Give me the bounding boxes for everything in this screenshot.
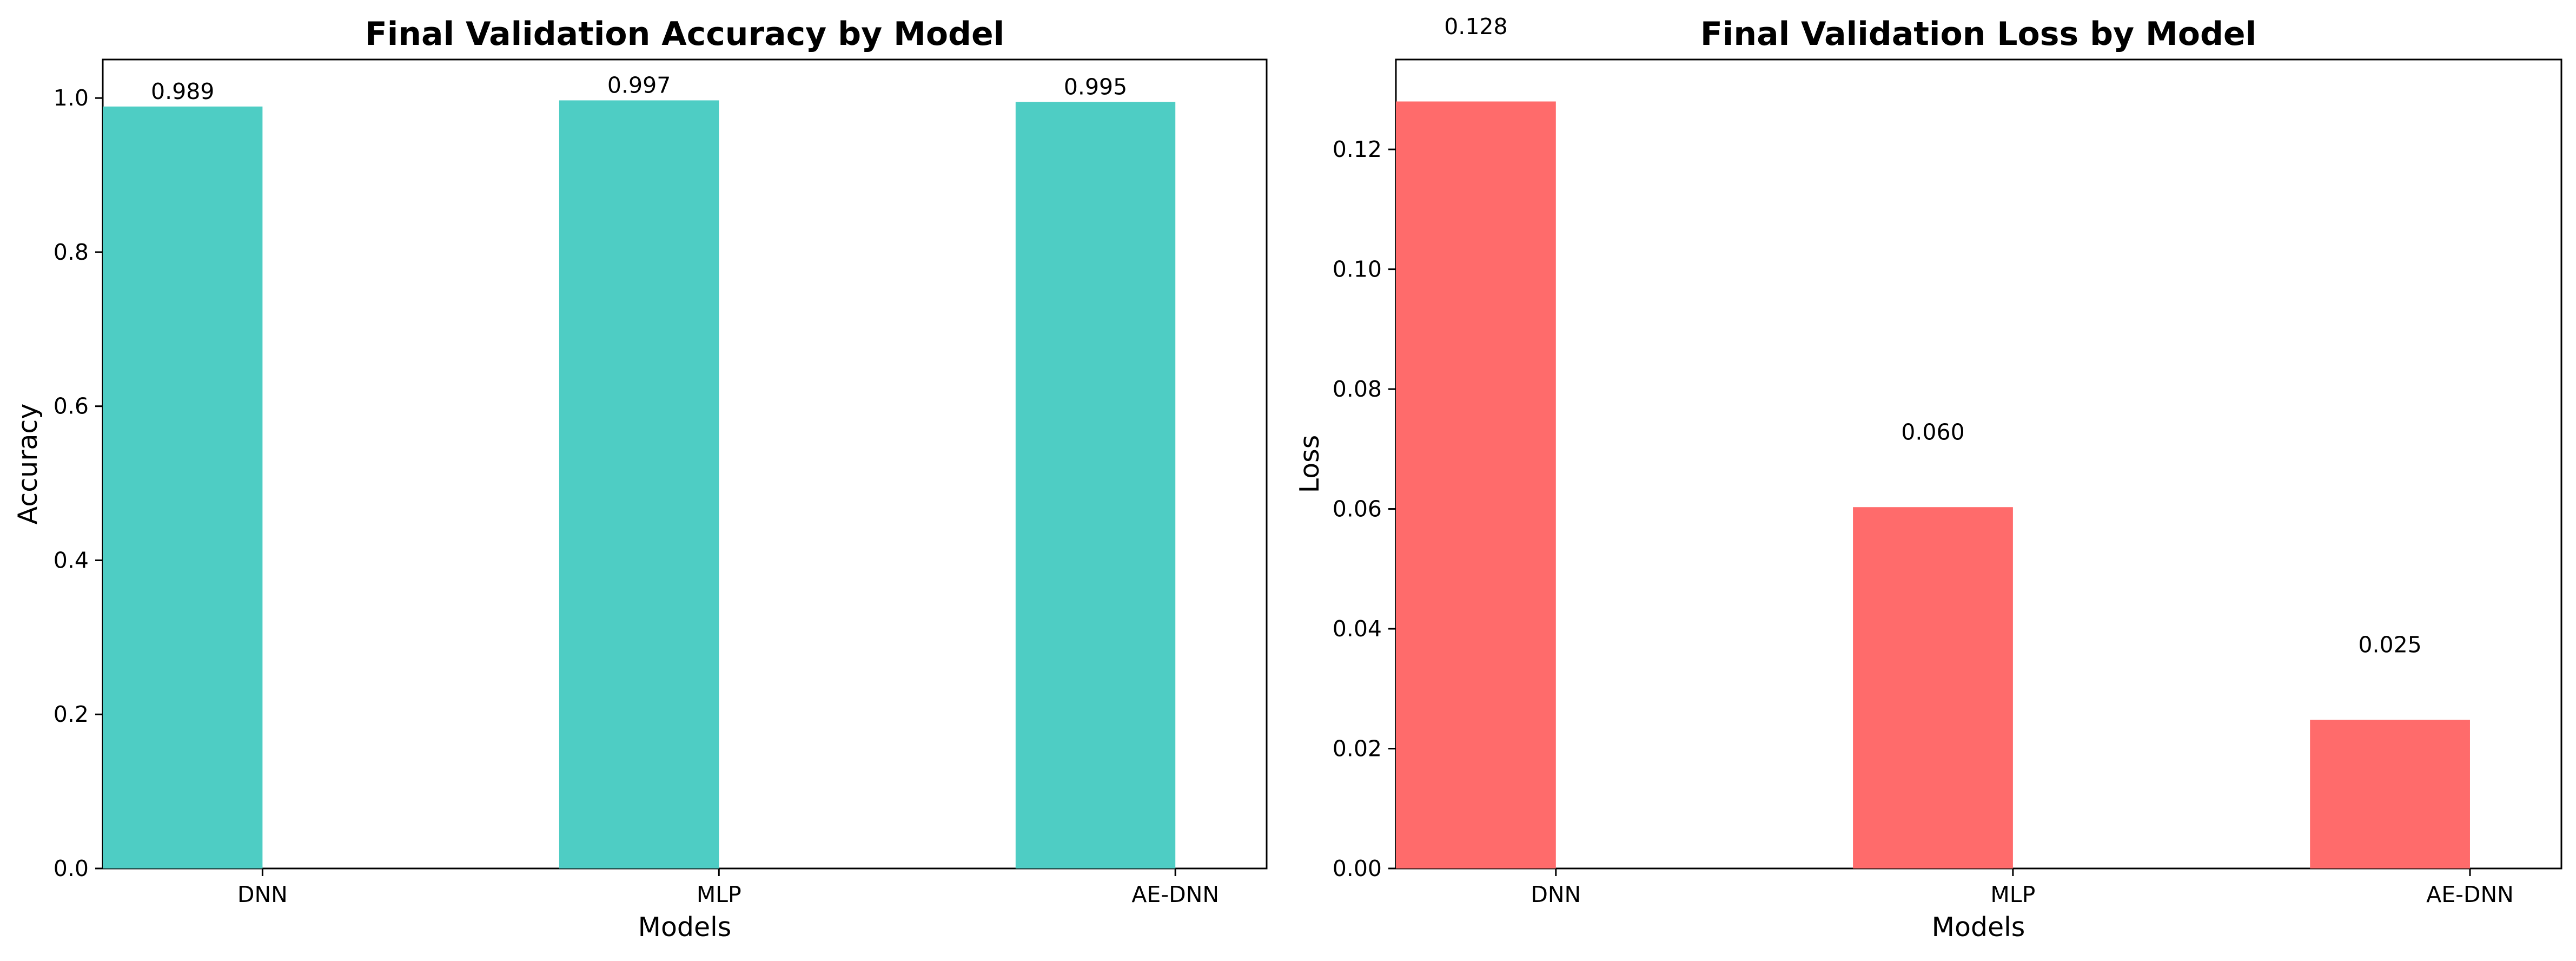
bar-mlp bbox=[559, 100, 719, 868]
accuracy-x-axis-label: Models bbox=[638, 912, 732, 943]
x-tick-label: AE-DNN bbox=[2426, 881, 2514, 907]
y-tick-label: 0.8 bbox=[54, 239, 89, 265]
loss-data-labels: 0.128 0.060 0.025 bbox=[1444, 14, 2422, 658]
loss-chart-title: Final Validation Loss by Model bbox=[1700, 15, 2256, 53]
loss-x-axis-label: Models bbox=[1932, 912, 2025, 943]
data-label-ae-dnn: 0.025 bbox=[2358, 632, 2421, 658]
accuracy-chart-title: Final Validation Accuracy by Model bbox=[365, 15, 1005, 53]
loss-bars bbox=[1396, 101, 2470, 868]
y-tick-label: 0.00 bbox=[1333, 855, 1382, 881]
loss-chart: Final Validation Loss by Model Models Lo… bbox=[1294, 14, 2562, 943]
accuracy-data-labels: 0.989 0.997 0.995 bbox=[151, 72, 1127, 104]
loss-x-ticks: DNN MLP AE-DNN bbox=[1531, 868, 2514, 907]
bar-ae-dnn bbox=[2310, 720, 2470, 868]
data-label-dnn: 0.128 bbox=[1444, 14, 1507, 40]
y-tick-label: 1.0 bbox=[54, 85, 89, 111]
y-tick-label: 0.08 bbox=[1333, 376, 1382, 402]
data-label-mlp: 0.997 bbox=[607, 72, 671, 98]
data-label-dnn: 0.989 bbox=[151, 78, 214, 104]
loss-y-ticks: 0.00 0.02 0.04 0.06 0.08 0.10 0.12 bbox=[1333, 136, 1396, 881]
data-label-ae-dnn: 0.995 bbox=[1064, 74, 1127, 100]
y-tick-label: 0.4 bbox=[54, 547, 89, 573]
loss-y-axis-label: Loss bbox=[1294, 435, 1325, 493]
x-tick-label: MLP bbox=[1990, 881, 2035, 907]
y-tick-label: 0.02 bbox=[1333, 736, 1382, 762]
y-tick-label: 0.12 bbox=[1333, 136, 1382, 162]
y-tick-label: 0.6 bbox=[54, 393, 89, 419]
accuracy-y-axis-label: Accuracy bbox=[12, 404, 43, 525]
bar-dnn bbox=[1396, 101, 1556, 868]
bar-dnn bbox=[103, 106, 263, 868]
accuracy-y-ticks: 0.0 0.2 0.4 0.6 0.8 1.0 bbox=[54, 85, 103, 881]
x-tick-label: DNN bbox=[1531, 881, 1581, 907]
bar-ae-dnn bbox=[1015, 102, 1176, 868]
x-tick-label: DNN bbox=[237, 881, 288, 907]
y-tick-label: 0.2 bbox=[54, 701, 89, 727]
bar-mlp bbox=[1853, 507, 2013, 868]
y-tick-label: 0.0 bbox=[54, 855, 89, 881]
accuracy-bars bbox=[103, 100, 1176, 868]
x-tick-label: AE-DNN bbox=[1131, 881, 1219, 907]
data-label-mlp: 0.060 bbox=[1901, 419, 1964, 445]
accuracy-chart: Final Validation Accuracy by Model Model… bbox=[12, 15, 1268, 943]
y-tick-label: 0.06 bbox=[1333, 496, 1382, 522]
x-tick-label: MLP bbox=[697, 881, 741, 907]
y-tick-label: 0.10 bbox=[1333, 256, 1382, 282]
accuracy-x-ticks: DNN MLP AE-DNN bbox=[237, 868, 1219, 907]
y-tick-label: 0.04 bbox=[1333, 616, 1382, 642]
